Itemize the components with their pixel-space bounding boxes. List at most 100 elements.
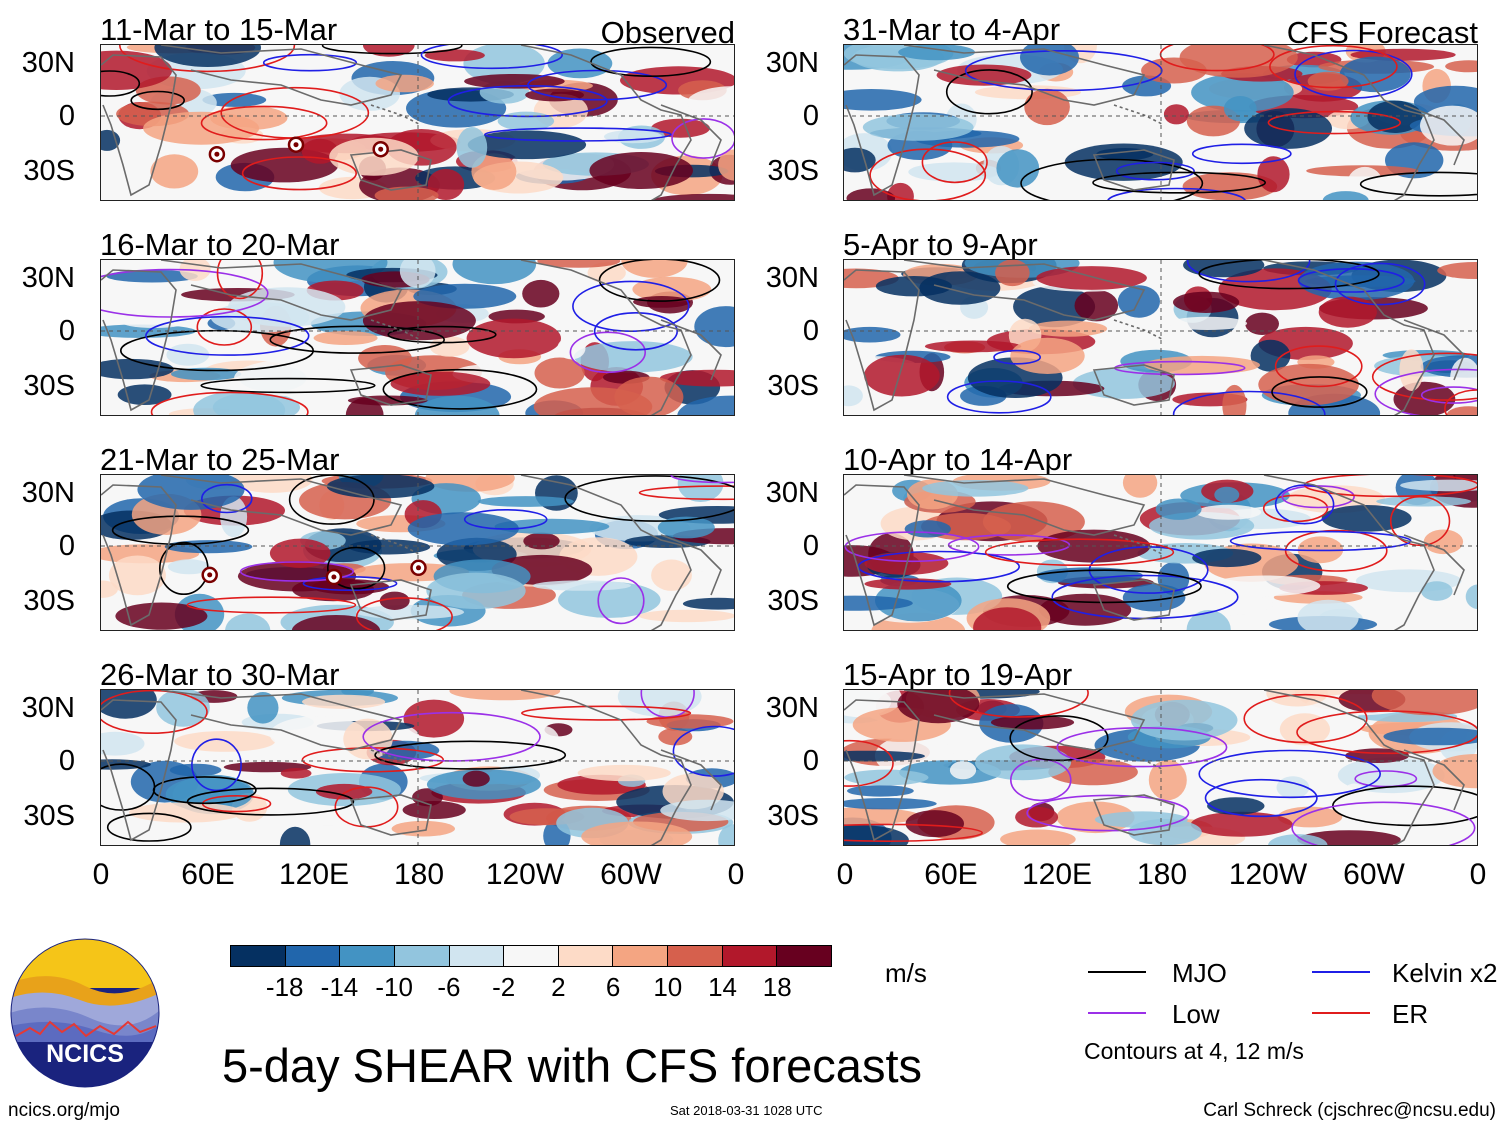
shear-anomaly-blob	[202, 92, 267, 107]
contour	[111, 515, 250, 546]
colorbar-swatch	[231, 946, 286, 966]
tropical-cyclone-icon	[410, 559, 427, 577]
shear-anomaly-blob	[1245, 312, 1279, 335]
y-tick-mid: 0	[802, 745, 819, 777]
contour	[993, 349, 1042, 365]
shear-anomaly-blob	[682, 597, 734, 610]
shear-anomaly-blob	[1223, 96, 1257, 122]
shear-anomaly-blob	[844, 750, 925, 762]
shear-anomaly-blob	[1307, 71, 1349, 91]
shear-anomaly-blob	[1122, 583, 1186, 612]
shear-anomaly-blob	[427, 169, 465, 200]
shear-anomaly-blob	[1159, 593, 1274, 616]
shear-anomaly-blob	[905, 810, 964, 838]
shear-anomaly-blob	[150, 154, 199, 189]
shear-anomaly-blob	[657, 516, 715, 539]
shear-map-panel	[843, 474, 1478, 631]
shear-anomaly-blob	[982, 501, 1085, 543]
shear-anomaly-blob	[897, 690, 980, 724]
contour	[302, 576, 398, 592]
contour	[590, 46, 712, 77]
panel-source-label: Observed	[600, 15, 735, 50]
contour	[1420, 386, 1477, 404]
contour	[1296, 710, 1477, 755]
x-tick-60w: 60W	[1343, 858, 1405, 891]
shear-anomaly-blob	[718, 149, 734, 181]
shear-anomaly-blob	[1028, 320, 1108, 337]
shear-anomaly-blob	[589, 152, 693, 189]
contour	[598, 260, 721, 302]
shear-anomaly-blob	[1465, 584, 1477, 609]
x-tick-60e: 60E	[181, 858, 235, 891]
shear-anomaly-blob	[844, 825, 909, 845]
shear-anomaly-blob	[269, 716, 367, 753]
shear-anomaly-blob	[1446, 406, 1477, 415]
shear-anomaly-blob	[1400, 479, 1477, 492]
footer-credit: Carl Schreck (cjschrec@ncsu.edu)	[1203, 1100, 1496, 1121]
shear-anomaly-blob	[569, 690, 624, 709]
colorbar-swatch	[504, 946, 559, 966]
contour	[1271, 376, 1368, 408]
shear-anomaly-blob	[166, 343, 210, 366]
contour	[1389, 495, 1451, 547]
shear-anomaly-blob	[694, 306, 734, 348]
legend-label-er: ER	[1392, 999, 1429, 1029]
shear-anomaly-blob	[1399, 349, 1424, 391]
shear-anomaly-blob	[1130, 699, 1238, 741]
panel-title: 5-Apr to 9-Apr	[843, 227, 1038, 262]
shear-anomaly-blob	[247, 692, 279, 724]
coastlines	[101, 475, 722, 630]
shear-anomaly-blob	[1148, 759, 1187, 801]
contour	[1274, 484, 1335, 525]
contour	[1006, 569, 1202, 604]
shear-anomaly-blob	[414, 395, 500, 415]
x-tick-0: 0	[836, 858, 854, 891]
colorbar-label: 10	[653, 972, 683, 1002]
shear-anomaly-blob	[1020, 45, 1079, 76]
shear-anomaly-blob	[1322, 191, 1369, 200]
shear-anomaly-blob	[847, 785, 914, 797]
contour	[101, 70, 141, 97]
contour	[844, 531, 980, 563]
contour	[483, 127, 672, 142]
shear-anomaly-blob	[523, 532, 560, 550]
shear-anomaly-blob	[143, 111, 260, 145]
shear-anomaly-blob	[329, 137, 419, 176]
contour	[564, 475, 734, 522]
contour	[857, 550, 1021, 583]
x-tick-360: 0	[1469, 858, 1487, 891]
shear-anomaly-blob	[651, 193, 734, 200]
shear-anomaly-blob	[299, 813, 357, 826]
shear-anomaly-blob	[532, 580, 631, 591]
contour	[106, 812, 192, 842]
contour	[1172, 390, 1326, 415]
contour	[241, 156, 357, 191]
colorbar-label: -18	[265, 972, 304, 1002]
contour	[1291, 801, 1476, 845]
shear-anomaly-blob	[403, 699, 465, 738]
shear-anomaly-blob	[471, 153, 517, 190]
contour	[201, 483, 253, 514]
shear-anomaly-blob	[424, 49, 485, 62]
contour	[101, 763, 156, 811]
shear-anomaly-blob	[1173, 291, 1240, 313]
shear-anomaly-blob	[128, 802, 243, 823]
shear-anomaly-blob	[633, 296, 691, 308]
contour	[1262, 494, 1329, 523]
coastlines	[101, 45, 722, 200]
shear-anomaly-blob	[1268, 834, 1328, 845]
contour	[1294, 49, 1413, 99]
contour	[196, 308, 253, 346]
shear-anomaly-blob	[558, 581, 661, 618]
colorbar-swatch	[668, 946, 723, 966]
panel-source-label: CFS Forecast	[1286, 15, 1478, 50]
shear-anomaly-blob	[1321, 505, 1412, 532]
x-tick-180: 180	[1136, 858, 1188, 891]
contour	[327, 546, 386, 590]
coastlines	[844, 690, 1465, 845]
shear-anomaly-blob	[106, 269, 198, 283]
shear-anomaly-blob	[101, 50, 173, 90]
shear-anomaly-blob	[1155, 498, 1202, 520]
y-tick-mid: 0	[802, 315, 819, 347]
shear-anomaly-blob	[379, 591, 410, 610]
